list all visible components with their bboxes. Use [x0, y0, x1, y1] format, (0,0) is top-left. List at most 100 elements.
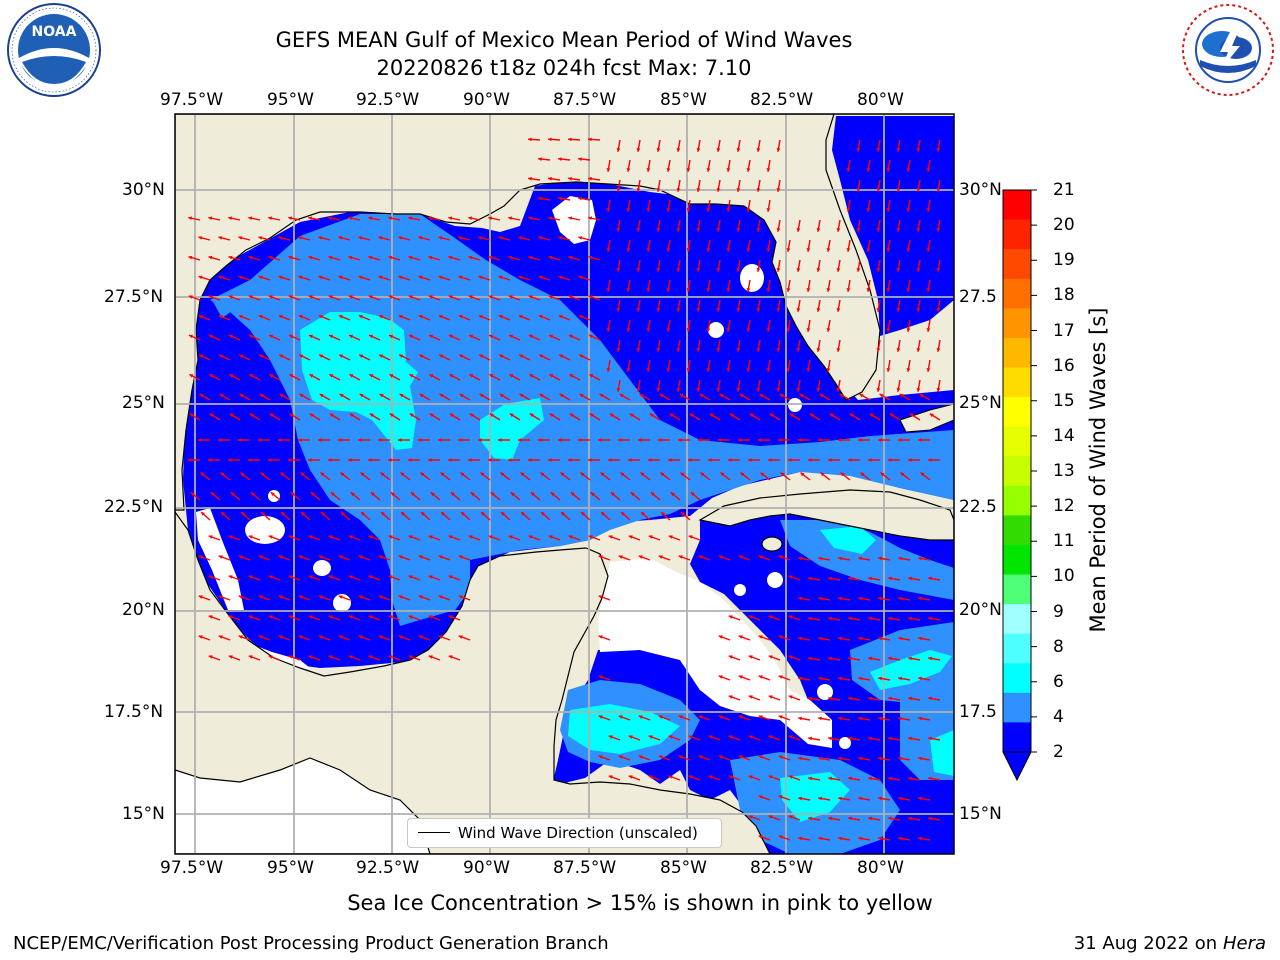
wind-arrow-head — [648, 735, 653, 739]
wind-arrow-head — [756, 308, 761, 312]
wind-arrow-head — [728, 735, 733, 739]
wind-arrow-head — [798, 636, 802, 641]
wind-arrow-head — [438, 315, 443, 319]
wind-arrow-head — [429, 334, 433, 339]
wind-arrow-head — [619, 394, 624, 398]
wind-arrow-head — [828, 736, 832, 741]
wind-arrow-head — [418, 315, 423, 319]
wind-arrow-head — [888, 816, 892, 821]
wind-arrow-head — [288, 575, 293, 579]
wind-arrow-head — [838, 596, 842, 601]
wind-arrow-head — [238, 438, 242, 442]
wind-arrow-head — [758, 795, 763, 799]
wind-arrow-head — [616, 148, 621, 152]
wind-arrow-head — [248, 655, 253, 659]
wind-arrow-head — [349, 374, 354, 378]
wind-arrow-head — [509, 413, 514, 418]
wind-arrow-head — [838, 756, 842, 761]
wind-arrow-head — [936, 268, 941, 272]
wind-arrow-head — [826, 368, 831, 372]
wind-arrow-head — [508, 255, 513, 260]
wind-arrow-head — [646, 288, 651, 292]
wind-arrow-head — [309, 413, 314, 418]
wind-arrow-head — [756, 388, 761, 392]
wind-arrow-head — [641, 512, 645, 516]
lon-label: 90°W — [463, 90, 510, 110]
noaa-wordmark: NOAA — [32, 24, 77, 40]
wind-arrow-head — [398, 438, 402, 442]
wind-arrow-head — [836, 228, 841, 232]
wind-arrow-head — [518, 315, 523, 319]
wind-arrow-head — [269, 374, 274, 378]
wind-arrow-head — [300, 472, 305, 477]
wind-arrow-head — [616, 308, 621, 312]
wind-arrow-head — [188, 458, 192, 462]
wind-arrow-head — [826, 288, 831, 292]
wind-arrow-head — [896, 228, 901, 232]
wind-arrow-head — [740, 472, 745, 477]
wind-arrow-head — [720, 472, 725, 477]
colorbar-extend-arrow — [1002, 751, 1032, 782]
wind-arrow-head — [796, 268, 801, 272]
wind-arrow-head — [916, 388, 921, 392]
wind-arrow-head — [926, 248, 931, 252]
wind-arrow-head — [858, 438, 862, 442]
wind-arrow-head — [618, 438, 622, 442]
colorbar-band — [1003, 337, 1031, 368]
wind-arrow-head — [686, 208, 691, 212]
wind-arrow-head — [918, 756, 922, 761]
wind-arrow-head — [518, 275, 523, 280]
wind-arrow-head — [430, 492, 435, 496]
wind-arrow-head — [268, 575, 273, 579]
wind-arrow-head — [656, 308, 661, 312]
wind-arrow-head — [638, 438, 642, 442]
wind-arrow-head — [716, 268, 721, 272]
wind-arrow-head — [886, 288, 891, 292]
wind-arrow-head — [408, 255, 413, 260]
wind-arrow-head — [606, 328, 611, 332]
wind-arrow-head — [501, 512, 505, 516]
wind-arrow-head — [428, 615, 433, 619]
wind-arrow-head — [448, 295, 453, 299]
wind-arrow-head — [706, 328, 711, 332]
wind-arrow-head — [868, 776, 872, 781]
wind-arrow-head — [208, 295, 213, 299]
colorbar-tick-label: 18 — [1053, 285, 1075, 306]
wind-arrow-head — [528, 137, 532, 142]
wind-arrow-head — [578, 315, 583, 319]
wind-arrow-head — [449, 374, 454, 378]
wind-arrow-head — [858, 596, 862, 601]
wind-arrow-head — [686, 368, 691, 372]
lon-label: 92.5°W — [356, 858, 420, 878]
wind-arrow-head — [646, 248, 651, 252]
wind-arrow-head — [876, 268, 881, 272]
wind-arrow-head — [829, 413, 834, 418]
wind-arrow-head — [748, 655, 753, 659]
wind-arrow-head — [238, 275, 243, 280]
wind-arrow-head — [898, 556, 902, 561]
wind-arrow-head — [919, 394, 924, 398]
wind-arrow-head — [789, 413, 794, 418]
wind-arrow-head — [626, 208, 631, 212]
colorbar-tick-label: 2 — [1053, 742, 1064, 762]
wind-arrow-head — [908, 576, 912, 581]
wind-arrow-head — [578, 275, 583, 280]
wind-arrow-head — [318, 438, 322, 442]
wind-arrow-head — [716, 348, 721, 352]
wind-arrow-head — [918, 676, 922, 681]
wind-arrow-head — [726, 248, 731, 252]
wind-arrow-head — [840, 472, 845, 477]
wind-arrow-head — [766, 368, 771, 372]
colorbar-tick-label: 19 — [1053, 250, 1075, 271]
wind-arrow-head — [758, 755, 763, 759]
wind-arrow-head — [746, 368, 751, 372]
wind-arrow-head — [768, 655, 773, 659]
wind-arrow-head — [636, 268, 641, 272]
wind-arrow-head — [358, 275, 363, 280]
wind-arrow-head — [749, 413, 754, 418]
wind-arrow-head — [838, 796, 842, 801]
map-legend: Wind Wave Direction (unscaled) — [407, 818, 722, 848]
footer-credit: NCEP/EMC/Verification Post Processing Pr… — [13, 933, 609, 954]
wind-arrow-head — [628, 535, 633, 539]
wind-arrow-head — [208, 615, 213, 619]
